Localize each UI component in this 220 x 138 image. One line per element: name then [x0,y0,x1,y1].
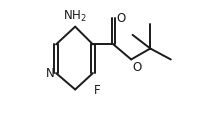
Text: N: N [46,67,55,80]
Text: F: F [94,84,100,97]
Text: O: O [117,12,126,25]
Text: NH$_2$: NH$_2$ [63,9,87,24]
Text: O: O [132,61,142,74]
